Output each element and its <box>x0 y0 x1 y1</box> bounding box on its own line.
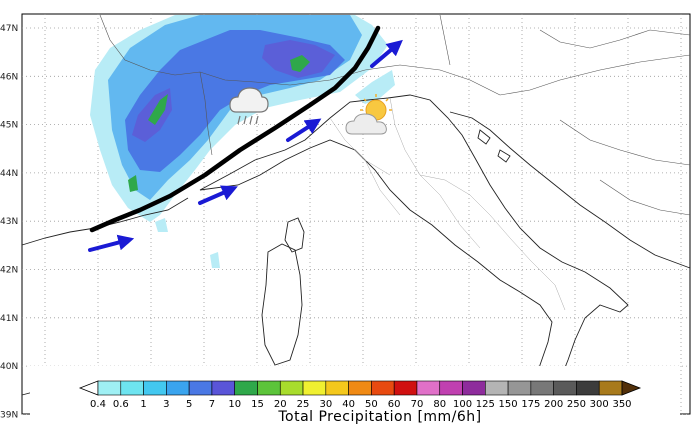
colorbar-tick-label: 5 <box>186 399 192 410</box>
border-line <box>539 29 691 49</box>
rain-area-light <box>155 218 168 232</box>
sun-cloud-icon <box>345 94 392 135</box>
wind-flow-arrow <box>88 234 135 252</box>
region-line <box>364 159 401 216</box>
latitude-label: 46N <box>0 72 18 82</box>
colorbar-segment <box>576 380 600 396</box>
colorbar-tick-label: 50 <box>365 399 378 410</box>
colorbar-segment <box>325 380 349 396</box>
colorbar-segment <box>393 380 418 396</box>
colorbar-tick-label: 175 <box>521 399 540 410</box>
colorbar-segment <box>553 380 577 396</box>
rain-area-light <box>355 70 395 104</box>
latitude-label: 47N <box>0 24 18 34</box>
colorbar-segment <box>598 380 623 396</box>
colorbar-segment <box>234 380 258 396</box>
region-line <box>489 214 531 261</box>
latitude-label: 40N <box>0 362 18 372</box>
colorbar-tick-label: 0.4 <box>90 399 106 410</box>
colorbar-tick-label: 200 <box>544 399 563 410</box>
colorbar-segment <box>143 380 167 396</box>
border-line <box>559 119 691 166</box>
border-line <box>499 54 691 96</box>
latitude-label: 41N <box>0 314 18 324</box>
colorbar-segment <box>371 380 395 396</box>
colorbar-max-arrow <box>621 380 642 396</box>
rain-intense-cell <box>128 175 138 192</box>
italy-coastline <box>199 94 629 393</box>
colorbar-segment <box>530 380 554 396</box>
colorbar-tick-label: 350 <box>612 399 631 410</box>
region-line <box>389 97 441 196</box>
colorbar-segment <box>279 380 304 396</box>
wind-flow-arrow <box>198 185 238 205</box>
region-line <box>439 194 481 249</box>
colorbar-segment <box>211 380 235 396</box>
latitude-label: 45N <box>0 121 18 131</box>
colorbar-segment <box>462 380 486 396</box>
region-line <box>329 117 391 176</box>
colorbar-tick-label: 15 <box>251 399 264 410</box>
colorbar-tick-label: 70 <box>411 399 424 410</box>
colorbar-tick-label: 40 <box>342 399 355 410</box>
colorbar-segment <box>439 380 463 396</box>
region-line <box>529 259 566 311</box>
colorbar-tick-label: 3 <box>163 399 169 410</box>
colorbar-tick-label: 100 <box>453 399 472 410</box>
colorbar-tick-label: 60 <box>388 399 401 410</box>
region-borders <box>329 97 566 311</box>
corsica-coastline <box>284 217 305 253</box>
colorbar-tick-label: 30 <box>319 399 332 410</box>
colorbar-segment <box>302 380 327 396</box>
colorbar-segment <box>507 380 532 396</box>
wind-flow-arrow <box>286 118 322 142</box>
colorbar-segment <box>188 380 213 396</box>
colorbar-tick-label: 150 <box>499 399 518 410</box>
country-borders <box>99 14 691 216</box>
colorbar-tick-label: 125 <box>476 399 495 410</box>
border-line <box>439 14 451 66</box>
colorbar-segment <box>166 380 190 396</box>
rain-cloud-icon <box>229 87 269 125</box>
region-line <box>419 174 491 216</box>
latitude-label: 42N <box>0 266 18 276</box>
colorbar-tick-label: 300 <box>590 399 609 410</box>
colorbar-tick-label: 7 <box>209 399 215 410</box>
colorbar-tick-label: 250 <box>567 399 586 410</box>
colorbar-segment <box>257 380 281 396</box>
colorbar-title: Total Precipitation [mm/6h] <box>277 409 481 425</box>
colorbar-segment <box>485 380 509 396</box>
wind-flow-arrow <box>370 39 403 68</box>
latitude-label: 44N <box>0 169 18 179</box>
colorbar-tick-label: 1 <box>140 399 146 410</box>
latitude-labels: 47N 46N 45N 44N 43N 42N 41N 40N 39N <box>0 24 18 420</box>
colorbar-segment <box>348 380 372 396</box>
sardinia-coastline <box>261 243 303 366</box>
border-line <box>199 71 213 156</box>
colorbar-segment <box>97 380 122 396</box>
rain-intense-cell <box>148 94 168 125</box>
wind-arrows <box>88 39 403 252</box>
latitude-label: 43N <box>0 217 18 227</box>
island-coastline <box>497 149 511 163</box>
colorbar-tick-label: 10 <box>228 399 241 410</box>
colorbar-tick-label: 80 <box>433 399 446 410</box>
colorbar-tick-label: 20 <box>274 399 287 410</box>
rain-intense-cell <box>290 55 310 72</box>
colorbar-tick-label: 25 <box>297 399 310 410</box>
convergence-line <box>89 25 381 233</box>
latitude-label: 39N <box>0 410 18 420</box>
colorbar-segment <box>416 380 441 396</box>
colorbar-segment <box>120 380 144 396</box>
colorbar-labels: 0.4 0.6 1 3 5 7 10 15 20 25 30 40 50 60 70 80 100 125 150 1… <box>90 399 632 410</box>
border-line <box>99 14 501 96</box>
border-line <box>599 179 691 216</box>
balkan-coastline <box>449 111 691 269</box>
rain-area-light <box>210 252 220 268</box>
island-coastline <box>477 129 491 145</box>
colorbar-tick-label: 0.6 <box>113 399 129 410</box>
colorbar-panel <box>30 366 680 426</box>
colorbar <box>78 380 642 396</box>
